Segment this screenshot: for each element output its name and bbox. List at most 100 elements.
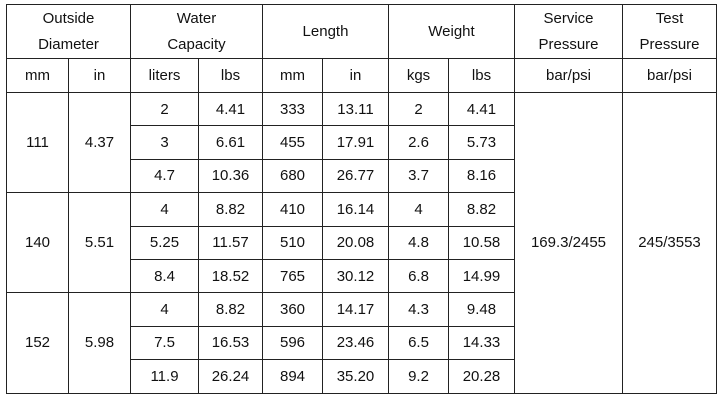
data-cell: 4 (130, 292, 199, 327)
data-cell: 16.14 (322, 192, 389, 227)
data-cell: 8.16 (448, 158, 515, 194)
data-cell: 18.52 (198, 258, 263, 294)
data-cell: 2.6 (388, 125, 449, 160)
data-cell: 11.9 (130, 359, 199, 394)
data-cell: 4.3 (388, 292, 449, 327)
data-cell: 14.99 (448, 258, 515, 294)
data-cell: 510 (262, 225, 323, 260)
header-line: Pressure (639, 35, 700, 53)
unit-header: mm (262, 58, 323, 93)
data-cell: 26.77 (322, 158, 389, 194)
unit-header: bar/psi (622, 58, 717, 93)
unit-header: mm (6, 58, 69, 93)
header-line: Service (543, 9, 594, 27)
data-cell: 680 (262, 158, 323, 194)
data-cell: 2 (130, 91, 199, 127)
data-cell: 5.25 (130, 225, 199, 260)
data-cell: 3.7 (388, 158, 449, 194)
data-cell: 13.11 (322, 91, 389, 127)
data-cell: 17.91 (322, 125, 389, 160)
data-cell: 6.5 (388, 325, 449, 361)
data-cell: 6.61 (198, 125, 263, 160)
unit-row: mm in liters lbs mm in kgs lbs bar/psi bar/psi (6, 58, 717, 93)
data-row: 7.5 16.53 596 23.46 6.5 14.33 (7, 325, 717, 361)
data-cell: 4.41 (448, 91, 515, 127)
data-row: 152 5.98 4 8.82 360 14.17 4.3 9.48 (6, 292, 717, 394)
spec-table: Outside Diameter Water Capacity Length Weight… (6, 4, 717, 394)
header-line: Capacity (167, 35, 226, 53)
data-cell: 8.82 (198, 292, 263, 327)
data-cell: 360 (262, 292, 323, 327)
data-cell: 4 (388, 192, 449, 227)
data-cell: 8.82 (198, 192, 263, 227)
group-row: Outside Diameter Water Capacity Length Weight… (6, 4, 717, 59)
group-header: Test Pressure (622, 4, 717, 59)
data-cell: 14.17 (322, 292, 389, 327)
diameter-in: 4.37 (68, 91, 131, 194)
diameter-in: 5.51 (68, 192, 131, 294)
data-cell: 23.46 (322, 325, 389, 361)
header-line: Test (655, 9, 684, 27)
table-header: Outside Diameter Water Capacity Length Weight… (6, 4, 717, 93)
data-cell: 455 (262, 125, 323, 160)
header-line: Length (302, 22, 349, 40)
unit-header: in (322, 58, 389, 93)
group-header: Weight (388, 4, 515, 59)
data-cell: 8.82 (448, 192, 515, 227)
data-cell: 14.33 (448, 325, 515, 361)
data-cell: 5.73 (448, 125, 515, 160)
data-cell: 4.7 (130, 158, 199, 194)
group-header: Service Pressure (514, 4, 623, 59)
diameter-mm: 152 (6, 292, 69, 394)
unit-header: lbs (198, 58, 263, 93)
data-cell: 10.58 (448, 225, 515, 260)
data-row: 11.9 26.24 894 35.20 9.2 20.28 (7, 359, 717, 394)
data-cell: 20.08 (322, 225, 389, 260)
group-header: Outside Diameter (6, 4, 131, 59)
data-cell: 333 (262, 91, 323, 127)
diameter-mm: 111 (6, 91, 69, 194)
data-cell: 30.12 (322, 258, 389, 294)
data-cell: 9.2 (388, 359, 449, 394)
data-cell: 765 (262, 258, 323, 294)
data-row: 4.7 10.36 680 26.77 3.7 8.16 (7, 158, 717, 194)
data-cell: 4.8 (388, 225, 449, 260)
data-cell: 8.4 (130, 258, 199, 294)
data-cell: 16.53 (198, 325, 263, 361)
header-line: Outside (42, 9, 95, 27)
data-cell: 9.48 (448, 292, 515, 327)
data-cell: 35.20 (322, 359, 389, 394)
data-row: 5.25 11.57 510 20.08 4.8 10.58 (7, 225, 717, 260)
data-cell: 2 (388, 91, 449, 127)
data-row: 111 4.37 2 4.41 333 13.11 2 4.41 169.3/2455 245/3… (6, 91, 717, 394)
data-cell: 3 (130, 125, 199, 160)
data-cell: 894 (262, 359, 323, 394)
data-cell: 596 (262, 325, 323, 361)
data-cell: 7.5 (130, 325, 199, 361)
data-cell: 20.28 (448, 359, 515, 394)
diameter-in: 5.98 (68, 292, 131, 394)
data-row: 3 6.61 455 17.91 2.6 5.73 (7, 125, 717, 160)
unit-header: bar/psi (514, 58, 623, 93)
diameter-mm: 140 (6, 192, 69, 294)
table-body: 111 4.37 2 4.41 333 13.11 2 4.41 169.3/2455 245/3… (6, 91, 717, 394)
data-cell: 4.41 (198, 91, 263, 127)
data-cell: 410 (262, 192, 323, 227)
unit-header: in (68, 58, 131, 93)
data-cell: 26.24 (198, 359, 263, 394)
data-cell: 10.36 (198, 158, 263, 194)
test-pressure: 245/3553 (622, 92, 717, 394)
group-header: Length (262, 4, 389, 59)
data-cell: 6.8 (388, 258, 449, 294)
unit-header: liters (130, 58, 199, 93)
unit-header: lbs (448, 58, 515, 93)
header-line: Weight (428, 22, 475, 40)
header-line: Pressure (538, 35, 599, 53)
data-cell: 11.57 (198, 225, 263, 260)
header-line: Water (176, 9, 217, 27)
data-cell: 4 (130, 192, 199, 227)
unit-header: kgs (388, 58, 449, 93)
group-header: Water Capacity (130, 4, 263, 59)
header-line: Diameter (38, 35, 99, 53)
